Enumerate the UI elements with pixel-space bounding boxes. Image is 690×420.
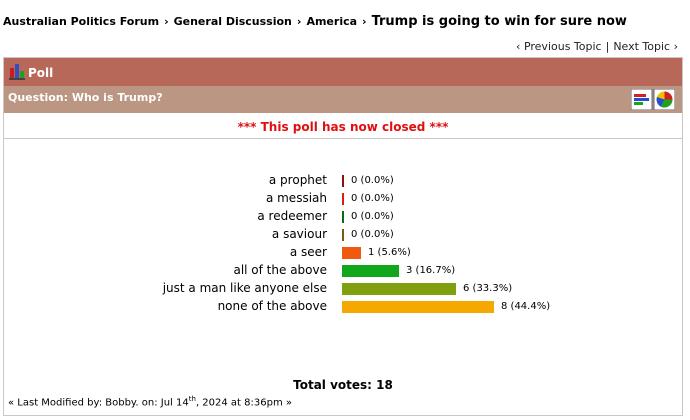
- result-value: 8 (44.4%): [501, 301, 551, 312]
- topic-nav: ‹ Previous Topic | Next Topic ›: [516, 40, 678, 53]
- poll-question: Question: Who is Trump?: [8, 91, 163, 104]
- result-bar: [342, 211, 344, 223]
- modified-suffix: th: [188, 395, 196, 403]
- option-label: a saviour: [271, 227, 327, 241]
- total-votes: Total votes: 18: [4, 378, 682, 392]
- previous-topic-link[interactable]: ‹ Previous Topic: [516, 40, 602, 53]
- breadcrumb-link[interactable]: Australian Politics Forum: [3, 15, 160, 28]
- breadcrumb-current: Trump is going to win for sure now: [371, 14, 627, 29]
- option-label: none of the above: [217, 299, 327, 313]
- option-label: a messiah: [265, 191, 327, 205]
- result-value: 6 (33.3%): [463, 283, 513, 294]
- result-bar: [342, 175, 344, 187]
- breadcrumb-separator: ›: [164, 15, 169, 28]
- poll-box: Poll Question: Who is Trump? *** This po…: [3, 57, 683, 416]
- result-value: 0 (0.0%): [351, 193, 394, 204]
- result-value: 0 (0.0%): [351, 211, 394, 222]
- poll-header: Poll: [4, 58, 682, 86]
- option-label: a prophet: [268, 173, 327, 187]
- poll-question-bar: Question: Who is Trump?: [4, 86, 682, 113]
- result-bar: [342, 301, 494, 313]
- breadcrumb-separator: ›: [296, 15, 302, 28]
- result-bar: [342, 265, 399, 277]
- last-modified: « Last Modified by: Bobby. on: Jul 14th,…: [8, 395, 292, 408]
- poll-icon: [9, 64, 25, 80]
- result-value: 1 (5.6%): [368, 247, 411, 258]
- divider: [4, 138, 682, 139]
- result-value: 3 (16.7%): [406, 265, 456, 276]
- result-value: 0 (0.0%): [351, 229, 394, 240]
- modified-text: « Last Modified by: Bobby. on: Jul 14: [8, 397, 189, 409]
- view-icons: [631, 89, 675, 110]
- breadcrumb-link[interactable]: General Discussion: [173, 15, 292, 28]
- poll-title: Poll: [28, 66, 54, 80]
- option-label: a redeemer: [257, 209, 327, 223]
- breadcrumb-link[interactable]: America: [306, 15, 358, 28]
- breadcrumb-separator: ›: [362, 15, 367, 28]
- result-bar: [342, 247, 361, 259]
- option-label: just a man like anyone else: [162, 281, 327, 295]
- total-value: 18: [376, 378, 393, 392]
- option-label: a seer: [289, 245, 327, 259]
- poll-status: *** This poll has now closed ***: [237, 120, 449, 134]
- result-bar: [342, 193, 344, 205]
- result-bar: [342, 283, 456, 295]
- modified-text-end: , 2024 at 8:36pm »: [195, 397, 292, 409]
- total-label: Total votes:: [293, 378, 372, 392]
- result-value: 0 (0.0%): [351, 175, 394, 186]
- result-bar: [342, 229, 344, 241]
- breadcrumb: Australian Politics Forum › General Discus…: [3, 14, 627, 29]
- option-label: all of the above: [233, 263, 327, 277]
- next-topic-link[interactable]: Next Topic ›: [613, 40, 678, 53]
- nav-divider: |: [605, 40, 610, 53]
